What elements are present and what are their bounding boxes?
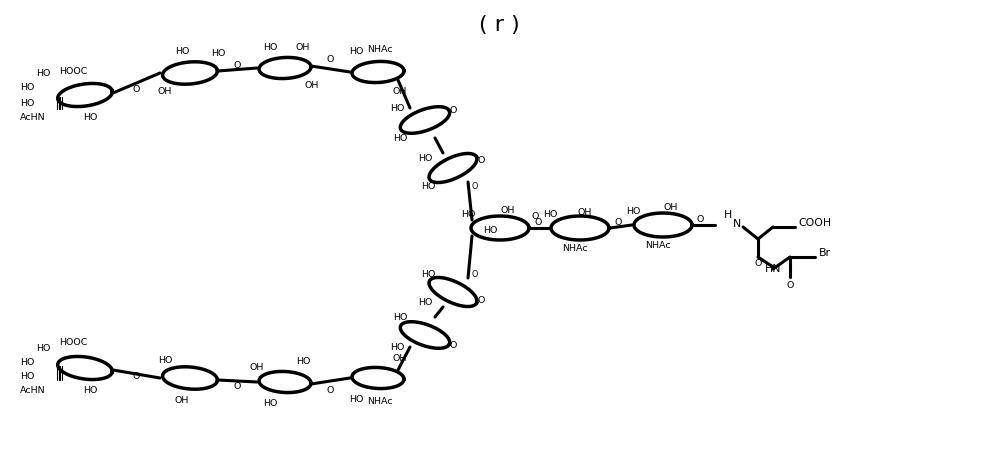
Text: HO: HO — [421, 270, 435, 279]
Text: HO: HO — [262, 42, 277, 52]
Text: OH: OH — [578, 207, 592, 217]
Text: O: O — [531, 212, 539, 220]
Text: O: O — [234, 61, 241, 71]
Text: HO: HO — [83, 385, 97, 394]
Text: HO: HO — [295, 357, 310, 365]
Text: OH: OH — [393, 87, 407, 97]
Text: O: O — [697, 214, 704, 224]
Text: HO: HO — [20, 358, 34, 366]
Text: OH: OH — [393, 353, 407, 363]
Text: HO: HO — [20, 82, 34, 92]
Text: Br: Br — [819, 248, 831, 258]
Text: HO: HO — [20, 99, 34, 107]
Text: OH: OH — [501, 206, 515, 214]
Text: HO: HO — [36, 344, 50, 352]
Text: OH: OH — [175, 396, 190, 405]
Text: HO: HO — [421, 181, 435, 191]
Text: O: O — [786, 280, 793, 290]
Text: O: O — [615, 218, 622, 226]
Text: NHAc: NHAc — [562, 244, 588, 252]
Text: HOOC: HOOC — [59, 66, 87, 75]
Text: HOOC: HOOC — [59, 338, 87, 346]
Text: NHAc: NHAc — [645, 240, 671, 250]
Text: O: O — [449, 106, 457, 114]
Text: ( r ): ( r ) — [479, 15, 519, 35]
Text: O: O — [477, 155, 485, 165]
Text: OH: OH — [664, 202, 679, 212]
Text: HO: HO — [349, 46, 363, 55]
Text: HO: HO — [83, 113, 97, 121]
Text: O: O — [754, 259, 761, 267]
Text: O: O — [234, 381, 241, 391]
Text: OH: OH — [304, 81, 319, 91]
Text: O: O — [472, 270, 478, 279]
Text: N: N — [733, 219, 742, 229]
Text: H: H — [724, 210, 733, 220]
Text: HO: HO — [626, 206, 640, 215]
Text: OH: OH — [250, 363, 264, 372]
Text: AcHN: AcHN — [20, 385, 46, 394]
Text: HO: HO — [390, 104, 404, 113]
Text: AcHN: AcHN — [20, 113, 46, 121]
Text: HO: HO — [418, 298, 432, 306]
Text: O: O — [534, 218, 542, 226]
Text: NHAc: NHAc — [367, 45, 393, 53]
Text: OH: OH — [295, 42, 310, 52]
Text: HO: HO — [211, 48, 226, 58]
Text: HO: HO — [262, 399, 277, 407]
Text: HN: HN — [764, 264, 781, 274]
Text: OH: OH — [158, 86, 173, 95]
Text: O: O — [449, 340, 457, 350]
Text: O: O — [477, 295, 485, 305]
Text: O: O — [472, 181, 478, 191]
Text: HO: HO — [175, 46, 190, 55]
Text: O: O — [326, 55, 333, 65]
Text: NHAc: NHAc — [367, 397, 393, 405]
Text: HO: HO — [36, 68, 50, 78]
Text: HO: HO — [158, 356, 173, 365]
Text: HO: HO — [349, 394, 363, 404]
Text: HO: HO — [393, 133, 407, 142]
Text: O: O — [133, 372, 140, 380]
Text: O: O — [133, 85, 140, 93]
Text: HO: HO — [390, 343, 404, 352]
Text: HO: HO — [483, 226, 497, 234]
Text: HO: HO — [20, 372, 34, 380]
Text: HO: HO — [543, 210, 557, 219]
Text: COOH: COOH — [798, 218, 831, 228]
Text: HO: HO — [393, 312, 407, 321]
Text: HO: HO — [461, 210, 475, 219]
Text: O: O — [326, 385, 333, 394]
Text: HO: HO — [418, 153, 432, 162]
